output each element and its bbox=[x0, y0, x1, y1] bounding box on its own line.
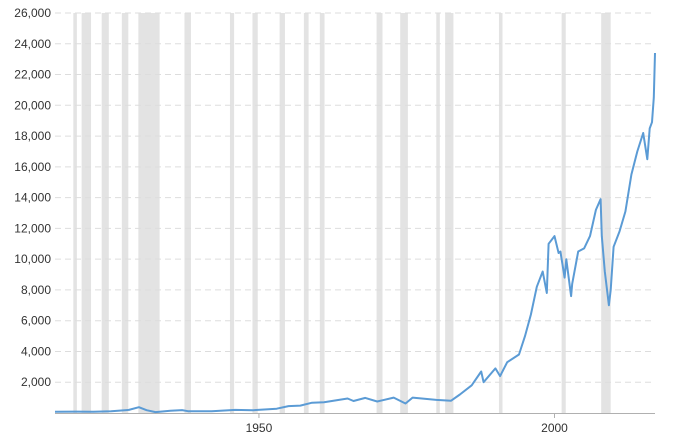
x-ticks: 1950 2000 bbox=[246, 413, 568, 435]
recession-band-3 bbox=[101, 13, 109, 413]
recession-band-14 bbox=[436, 13, 440, 413]
y-tick-label-8: 16,000 bbox=[14, 160, 51, 174]
y-tick-label-3: 6,000 bbox=[21, 314, 51, 328]
recession-band-8 bbox=[252, 13, 258, 413]
y-tick-label-4: 8,000 bbox=[21, 283, 51, 297]
x-tick-label-1: 1950 bbox=[246, 421, 273, 435]
grid-lines bbox=[55, 12, 655, 383]
recession-band-6 bbox=[184, 13, 191, 413]
recession-band-13 bbox=[400, 13, 408, 413]
y-tick-label-6: 12,000 bbox=[14, 221, 51, 235]
recession-band-2 bbox=[81, 13, 92, 413]
recession-band-15 bbox=[445, 13, 454, 413]
y-tick-label-9: 18,000 bbox=[14, 129, 51, 143]
y-tick-label-2: 4,000 bbox=[21, 344, 51, 358]
recession-band-18 bbox=[601, 13, 611, 413]
y-tick-label-13: 26,000 bbox=[14, 6, 51, 20]
y-tick-label-12: 24,000 bbox=[14, 37, 51, 51]
y-tick-label-1: 2,000 bbox=[21, 375, 51, 389]
recession-band-5 bbox=[138, 13, 160, 413]
x-tick-label-2: 2000 bbox=[541, 421, 568, 435]
series-line bbox=[54, 52, 656, 414]
recession-bands bbox=[73, 13, 611, 413]
recession-band-11 bbox=[319, 13, 325, 413]
recession-band-12 bbox=[376, 13, 383, 413]
y-tick-label-5: 10,000 bbox=[14, 252, 51, 266]
recession-band-1 bbox=[73, 13, 77, 413]
y-tick-label-10: 20,000 bbox=[14, 98, 51, 112]
recession-band-17 bbox=[561, 13, 566, 413]
recession-band-10 bbox=[303, 13, 309, 413]
recession-band-7 bbox=[229, 13, 235, 413]
recession-band-9 bbox=[279, 13, 285, 413]
y-tick-label-7: 14,000 bbox=[14, 191, 51, 205]
recession-band-4 bbox=[121, 13, 129, 413]
recession-band-16 bbox=[498, 13, 503, 413]
y-tick-labels: 2,000 4,000 6,000 8,000 10,000 12,000 14,000 16… bbox=[14, 6, 51, 389]
y-tick-label-11: 22,000 bbox=[14, 68, 51, 82]
